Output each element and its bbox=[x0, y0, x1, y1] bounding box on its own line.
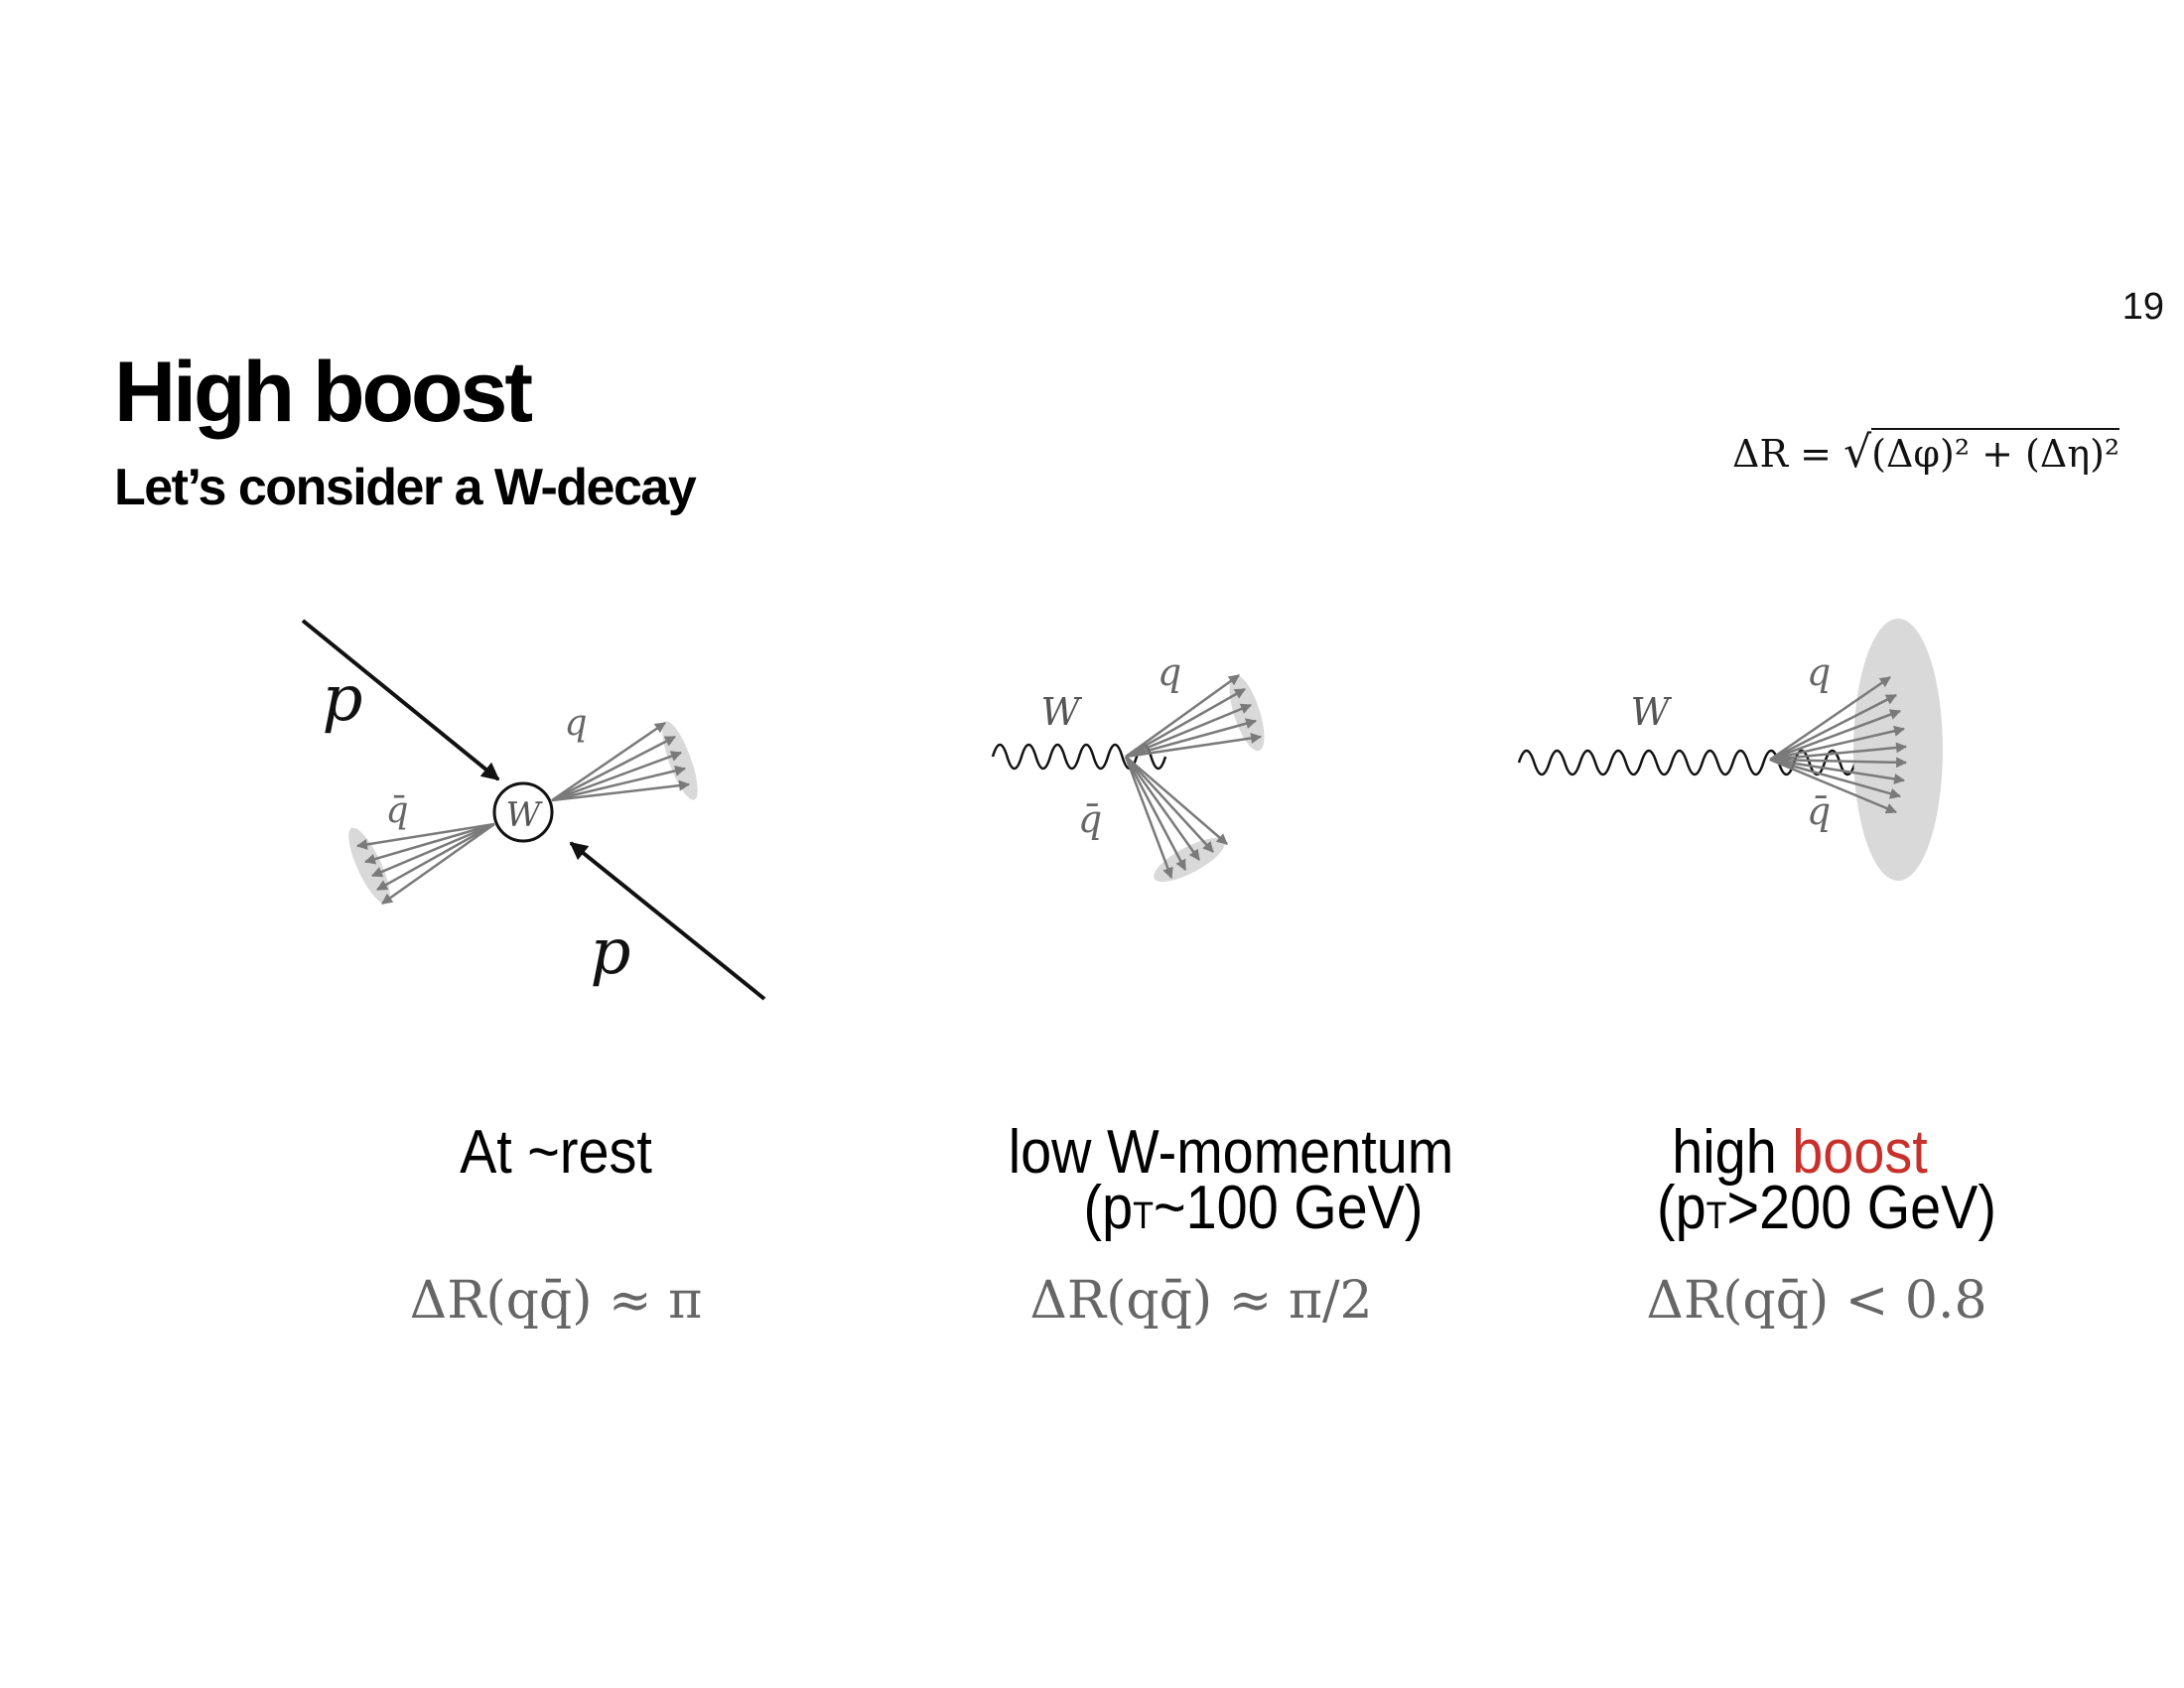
proton-label: p bbox=[591, 915, 631, 989]
antiquark-jet-cone bbox=[348, 827, 390, 905]
w-boson-propagator bbox=[1517, 749, 1887, 776]
caption-high-boost: high boost (pT>200 GeV) bbox=[1603, 1122, 2050, 1239]
delta-r-at-rest: ΔR(qq̄) ≈ π bbox=[409, 1271, 703, 1331]
antiquark-jet-arrows bbox=[355, 822, 495, 906]
incoming-proton-arrow bbox=[569, 841, 766, 1001]
w-boson-label: W bbox=[1040, 690, 1082, 734]
quark-label: q bbox=[1158, 650, 1181, 694]
pt-value: ~100 GeV) bbox=[1154, 1174, 1424, 1242]
sqrt-symbol: √ bbox=[1843, 427, 1872, 478]
caption-boost-word: boost bbox=[1792, 1118, 1928, 1187]
incoming-proton-arrow bbox=[301, 619, 500, 781]
w-boson-propagator bbox=[991, 743, 1167, 771]
w-boson-label: W bbox=[506, 795, 544, 835]
w-boson-vertex bbox=[492, 781, 554, 843]
antiquark-label: q̄ bbox=[1807, 789, 1831, 833]
caption-at-rest: At ~rest bbox=[413, 1122, 699, 1184]
formula-lhs: ΔR = bbox=[1732, 432, 1832, 476]
antiquark-label: q̄ bbox=[385, 790, 408, 831]
quark-label: q bbox=[1807, 650, 1831, 694]
pt-subscript: T bbox=[1706, 1196, 1727, 1237]
w-boson-label: W bbox=[1630, 690, 1672, 734]
caption-at-rest-text: At ~rest bbox=[460, 1118, 652, 1187]
pt-subscript: T bbox=[1133, 1196, 1155, 1237]
caption-high-boost-line2: (pT>200 GeV) bbox=[1603, 1178, 2050, 1239]
caption-high-word: high bbox=[1672, 1118, 1793, 1187]
delta-r-low-momentum: ΔR(qq̄) ≈ π/2 bbox=[1029, 1271, 1373, 1331]
quark-jet-arrows bbox=[1125, 673, 1263, 759]
formula-radicand: (Δφ)² + (Δη)² bbox=[1871, 428, 2120, 476]
caption-low-momentum: low W-momentum (pT~100 GeV) bbox=[963, 1122, 1499, 1239]
quark-jet-arrows bbox=[551, 721, 691, 802]
caption-high-boost-line1: high boost bbox=[1603, 1122, 2050, 1184]
caption-low-momentum-line1: low W-momentum bbox=[1008, 1118, 1454, 1187]
pt-prefix: (p bbox=[1083, 1174, 1134, 1242]
panel-low-momentum-diagram: W q q̄ bbox=[991, 650, 1265, 883]
antiquark-label: q̄ bbox=[1078, 797, 1102, 841]
pt-value: >200 GeV) bbox=[1726, 1174, 1996, 1242]
delta-r-definition: ΔR = √(Δφ)² + (Δη)² bbox=[1732, 427, 2120, 478]
quark-label: q bbox=[564, 703, 587, 744]
antiquark-jet-cone bbox=[1154, 837, 1225, 883]
pt-prefix: (p bbox=[1657, 1174, 1706, 1242]
merged-jet-arrows bbox=[1769, 675, 1908, 814]
slide-subtitle: Let’s consider a W-decay bbox=[114, 459, 697, 516]
caption-low-momentum-line2: (pT~100 GeV) bbox=[963, 1178, 1499, 1239]
page-number: 19 bbox=[2121, 286, 2164, 328]
panel-high-boost-diagram: W q q̄ bbox=[1517, 619, 1943, 881]
antiquark-jet-arrows bbox=[1124, 756, 1228, 880]
delta-r-high-boost: ΔR(qq̄) < 0.8 bbox=[1646, 1271, 1987, 1331]
proton-label: p bbox=[323, 662, 363, 736]
panel-at-rest-diagram: W p p q q̄ bbox=[301, 619, 766, 1001]
slide-title: High boost bbox=[114, 345, 533, 440]
